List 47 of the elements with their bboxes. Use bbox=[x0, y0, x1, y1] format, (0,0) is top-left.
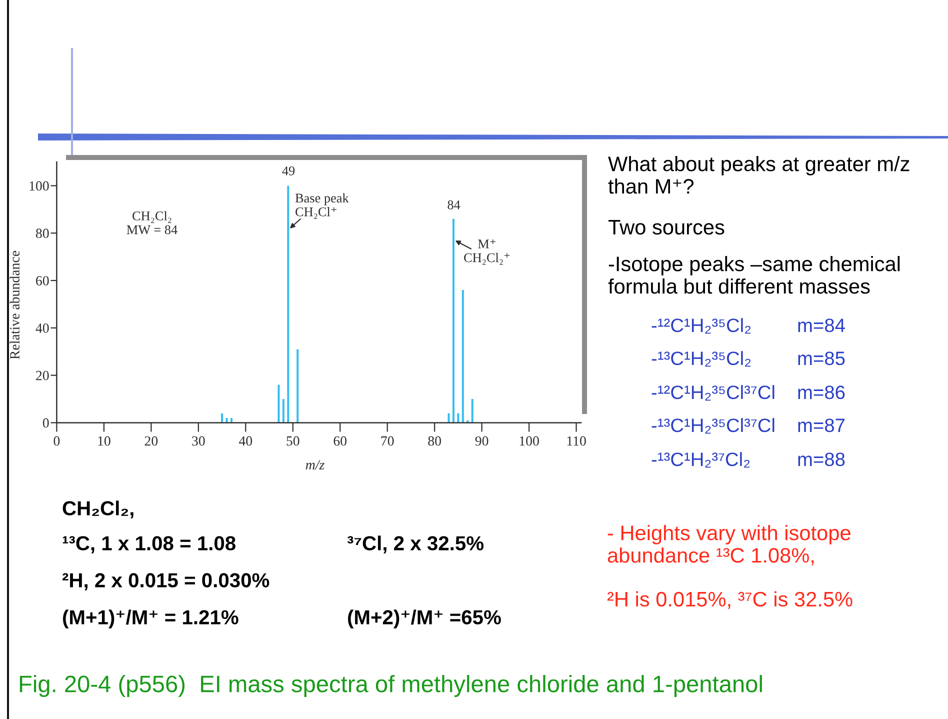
text: (M+1)⁺/M⁺ = 1.21% bbox=[63, 610, 238, 628]
x-tick-label: 30 bbox=[192, 436, 205, 446]
y-axis-title: Relative abundance bbox=[10, 250, 20, 360]
x-tick-label: 90 bbox=[475, 436, 488, 446]
text: ³⁷Cl, 2 x 32.5% bbox=[347, 536, 484, 554]
text: -¹³C¹H₂³⁵Cl³⁷Cl bbox=[652, 418, 774, 434]
x-axis-title: m/z bbox=[306, 460, 324, 470]
annotation: Base peak CH₂Cl⁺ bbox=[295, 193, 349, 219]
annotation: 84 bbox=[448, 200, 460, 210]
y-tick-label: 100 bbox=[30, 181, 49, 191]
y-tick-label: 40 bbox=[36, 323, 49, 333]
text: m=86 bbox=[798, 386, 845, 400]
y-tick-label: 80 bbox=[36, 228, 49, 238]
text: ²H is 0.015%, ³⁷C is 32.5% bbox=[607, 591, 852, 610]
text: ¹³C, 1 x 1.08 = 1.08 bbox=[62, 536, 236, 554]
text: m=84 bbox=[798, 318, 845, 332]
y-tick-label: 60 bbox=[36, 276, 49, 286]
text: -¹³C¹H₂³⁵Cl₂ bbox=[652, 351, 751, 367]
annotation: M⁺ CH₂Cl₂⁺ bbox=[464, 239, 510, 265]
text: m=85 bbox=[798, 352, 845, 366]
text: -Isotope peaks –same chemical formula but different masses bbox=[608, 256, 900, 294]
x-tick-label: 50 bbox=[286, 436, 300, 446]
text: (M+2)⁺/M⁺ =65% bbox=[348, 610, 501, 628]
x-tick-label: 10 bbox=[98, 436, 110, 446]
x-tick-label: 40 bbox=[238, 436, 252, 446]
text: m=87 bbox=[798, 418, 845, 432]
text: What about peaks at greater m/z than M⁺? bbox=[608, 156, 910, 194]
x-tick-label: 80 bbox=[428, 436, 441, 446]
caption: Fig. 20-4 (p556) EI mass spectra of methylene chloride and 1-pentanol bbox=[20, 674, 762, 698]
text: -¹²C¹H₂³⁵Cl₂ bbox=[652, 318, 751, 334]
text: CH₂Cl₂, bbox=[62, 500, 134, 518]
text: ²H, 2 x 0.015 = 0.030% bbox=[62, 573, 270, 590]
x-tick-label: 70 bbox=[381, 436, 394, 446]
x-tick-label: 60 bbox=[334, 436, 347, 446]
annotation: 49 bbox=[282, 166, 295, 176]
text: Two sources bbox=[608, 220, 724, 235]
annotation: CH₂Cl₂ MW = 84 bbox=[126, 211, 178, 234]
x-tick-label: 20 bbox=[144, 436, 158, 446]
text: -¹²C¹H₂³⁵Cl³⁷Cl bbox=[652, 385, 774, 401]
y-tick-label: 0 bbox=[42, 418, 49, 428]
y-tick-label: 20 bbox=[36, 370, 49, 380]
text: m=88 bbox=[798, 452, 845, 466]
x-tick-label: 110 bbox=[567, 436, 586, 446]
text: -¹³C¹H₂³⁷Cl₂ bbox=[652, 452, 750, 468]
x-tick-label: 100 bbox=[520, 436, 539, 446]
x-tick-label: 0 bbox=[54, 436, 60, 446]
text: - Heights vary with isotope abundance ¹³C 1.08%, bbox=[608, 525, 850, 566]
